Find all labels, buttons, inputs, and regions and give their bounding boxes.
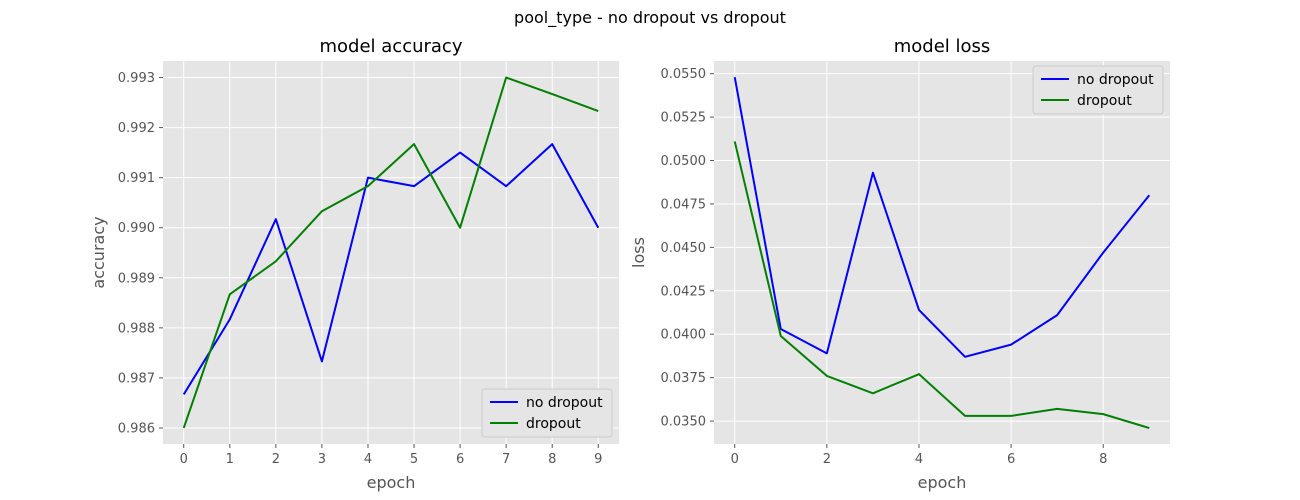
- x-tick-label: 4: [915, 452, 923, 467]
- x-tick-label: 2: [272, 452, 280, 467]
- y-tick-label: 0.0500: [661, 154, 707, 169]
- plot-area: [163, 61, 619, 444]
- y-tick-label: 0.0350: [661, 415, 707, 430]
- y-tick-label: 0.0550: [661, 67, 707, 82]
- x-tick-label: 8: [1099, 452, 1107, 467]
- y-tick-label: 0.0450: [661, 241, 707, 256]
- x-tick-label: 2: [823, 452, 831, 467]
- series-line-dropout: [182, 76, 599, 429]
- x-tick-label: 4: [364, 452, 372, 467]
- legend-label: dropout: [526, 416, 581, 432]
- y-tick-label: 0.989: [118, 271, 155, 286]
- x-tick-label: 6: [456, 452, 464, 467]
- figure-suptitle: pool_type - no dropout vs dropout: [514, 8, 786, 28]
- y-tick-label: 0.0400: [661, 328, 707, 343]
- y-tick-label: 0.0475: [661, 197, 707, 212]
- chart-title: model accuracy: [320, 36, 463, 57]
- y-tick-label: 0.986: [118, 421, 155, 436]
- x-tick-label: 3: [318, 452, 326, 467]
- y-tick-label: 0.0525: [661, 111, 707, 126]
- x-tick-label: 6: [1007, 452, 1015, 467]
- x-tick-label: 5: [410, 452, 418, 467]
- y-tick-label: 0.992: [118, 121, 155, 136]
- plot-area: [714, 61, 1170, 444]
- x-tick-label: 9: [594, 452, 602, 467]
- y-tick-label: 0.993: [118, 71, 155, 86]
- legend: no dropout dropout: [481, 388, 613, 438]
- y-tick-label: 0.0375: [661, 371, 707, 386]
- legend-label: dropout: [1077, 93, 1132, 109]
- x-tick-label: 7: [502, 452, 510, 467]
- chart-title: model loss: [894, 36, 991, 57]
- legend-label: no dropout: [526, 395, 603, 411]
- y-axis-label: accuracy: [89, 216, 108, 288]
- y-tick-label: 0.990: [118, 221, 155, 236]
- x-axis-label: epoch: [918, 473, 967, 492]
- legend: no dropout dropout: [1032, 65, 1164, 115]
- legend-label: no dropout: [1077, 72, 1154, 88]
- y-tick-label: 0.988: [118, 321, 155, 336]
- series-line-no-dropout: [182, 143, 600, 395]
- x-tick-label: 1: [226, 452, 234, 467]
- x-tick-label: 0: [180, 452, 188, 467]
- series-line-dropout: [733, 141, 1150, 429]
- x-tick-label: 0: [731, 452, 739, 467]
- x-tick-label: 8: [548, 452, 556, 467]
- series-line-no-dropout: [733, 76, 1151, 358]
- loss-chart: 0.0350 0.0375 0.0400 0.0425 0.0450 0.0475 0.05…: [629, 36, 1170, 492]
- x-axis-label: epoch: [367, 473, 416, 492]
- y-axis-label: loss: [629, 237, 648, 268]
- y-tick-label: 0.987: [118, 371, 155, 386]
- accuracy-chart: 0.986 0.987 0.988 0.989 0.990 0.991 0.992 0.993…: [89, 36, 619, 492]
- y-tick-label: 0.991: [118, 171, 155, 186]
- y-tick-label: 0.0425: [661, 284, 707, 299]
